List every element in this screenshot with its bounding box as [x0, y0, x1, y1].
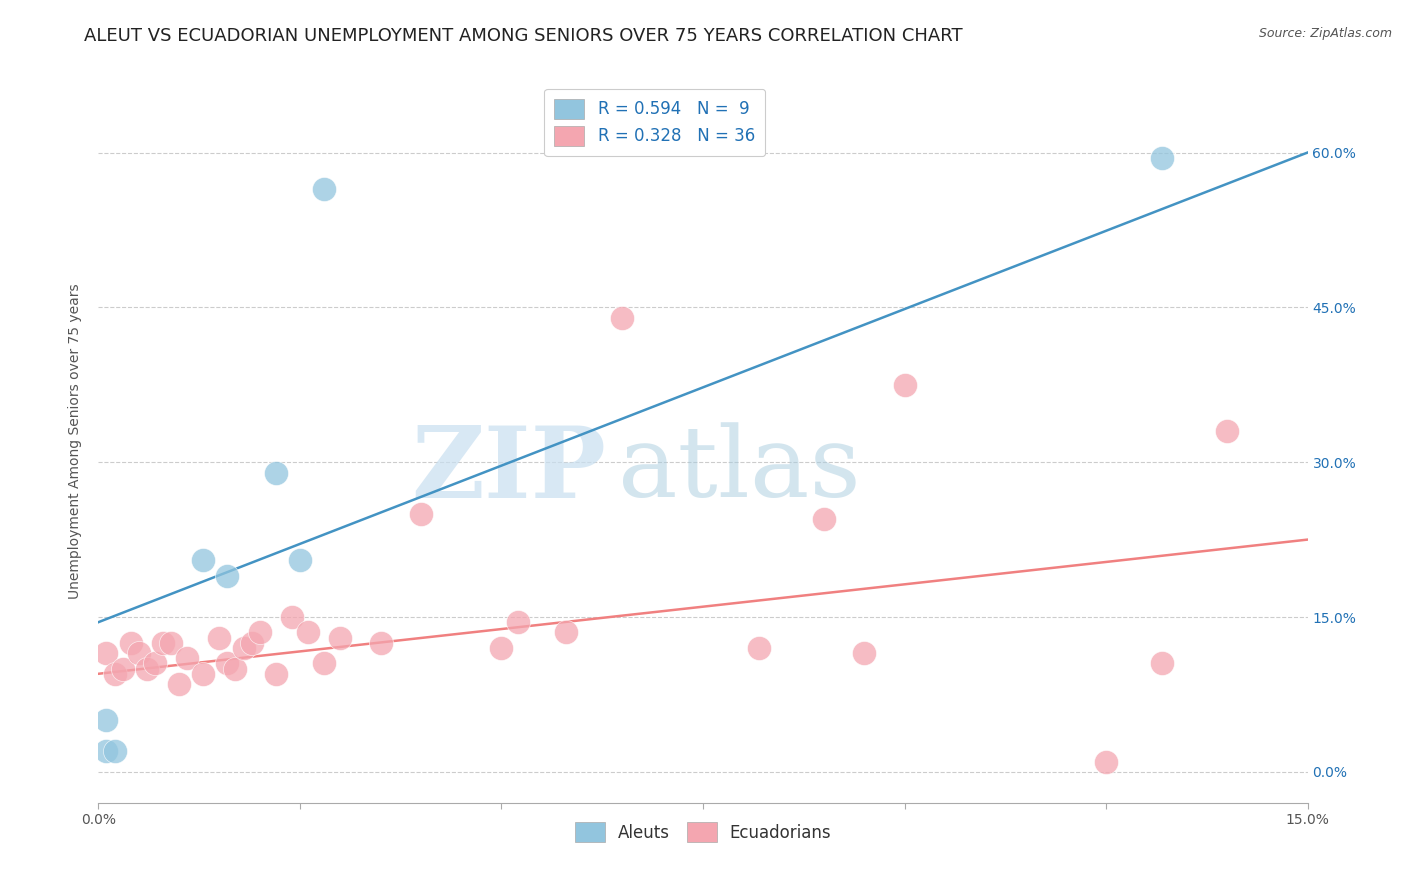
Point — [128, 646, 150, 660]
Point — [1152, 657, 1174, 671]
Point — [555, 625, 578, 640]
Point — [314, 657, 336, 671]
Point — [281, 610, 304, 624]
Text: Source: ZipAtlas.com: Source: ZipAtlas.com — [1258, 27, 1392, 40]
Point — [264, 466, 287, 480]
Point — [409, 507, 432, 521]
Point — [176, 651, 198, 665]
Point — [748, 640, 770, 655]
Point — [103, 666, 125, 681]
Point — [208, 631, 231, 645]
Point — [853, 646, 876, 660]
Text: ZIP: ZIP — [412, 422, 606, 519]
Point — [370, 636, 392, 650]
Point — [813, 512, 835, 526]
Point — [167, 677, 190, 691]
Point — [96, 744, 118, 758]
Point — [120, 636, 142, 650]
Point — [217, 568, 239, 582]
Point — [160, 636, 183, 650]
Point — [193, 553, 215, 567]
Point — [612, 310, 634, 325]
Point — [232, 640, 254, 655]
Point — [264, 666, 287, 681]
Point — [1152, 151, 1174, 165]
Point — [297, 625, 319, 640]
Point — [314, 182, 336, 196]
Point — [193, 666, 215, 681]
Point — [893, 377, 915, 392]
Point — [506, 615, 529, 630]
Y-axis label: Unemployment Among Seniors over 75 years: Unemployment Among Seniors over 75 years — [69, 284, 83, 599]
Point — [96, 713, 118, 727]
Point — [288, 553, 311, 567]
Point — [217, 657, 239, 671]
Point — [103, 744, 125, 758]
Point — [135, 662, 157, 676]
Point — [1216, 424, 1239, 438]
Point — [249, 625, 271, 640]
Point — [491, 640, 513, 655]
Point — [329, 631, 352, 645]
Point — [111, 662, 134, 676]
Text: ALEUT VS ECUADORIAN UNEMPLOYMENT AMONG SENIORS OVER 75 YEARS CORRELATION CHART: ALEUT VS ECUADORIAN UNEMPLOYMENT AMONG S… — [84, 27, 963, 45]
Point — [224, 662, 246, 676]
Legend: Aleuts, Ecuadorians: Aleuts, Ecuadorians — [565, 812, 841, 852]
Point — [240, 636, 263, 650]
Point — [143, 657, 166, 671]
Point — [1095, 755, 1118, 769]
Point — [152, 636, 174, 650]
Text: atlas: atlas — [619, 423, 860, 518]
Point — [96, 646, 118, 660]
